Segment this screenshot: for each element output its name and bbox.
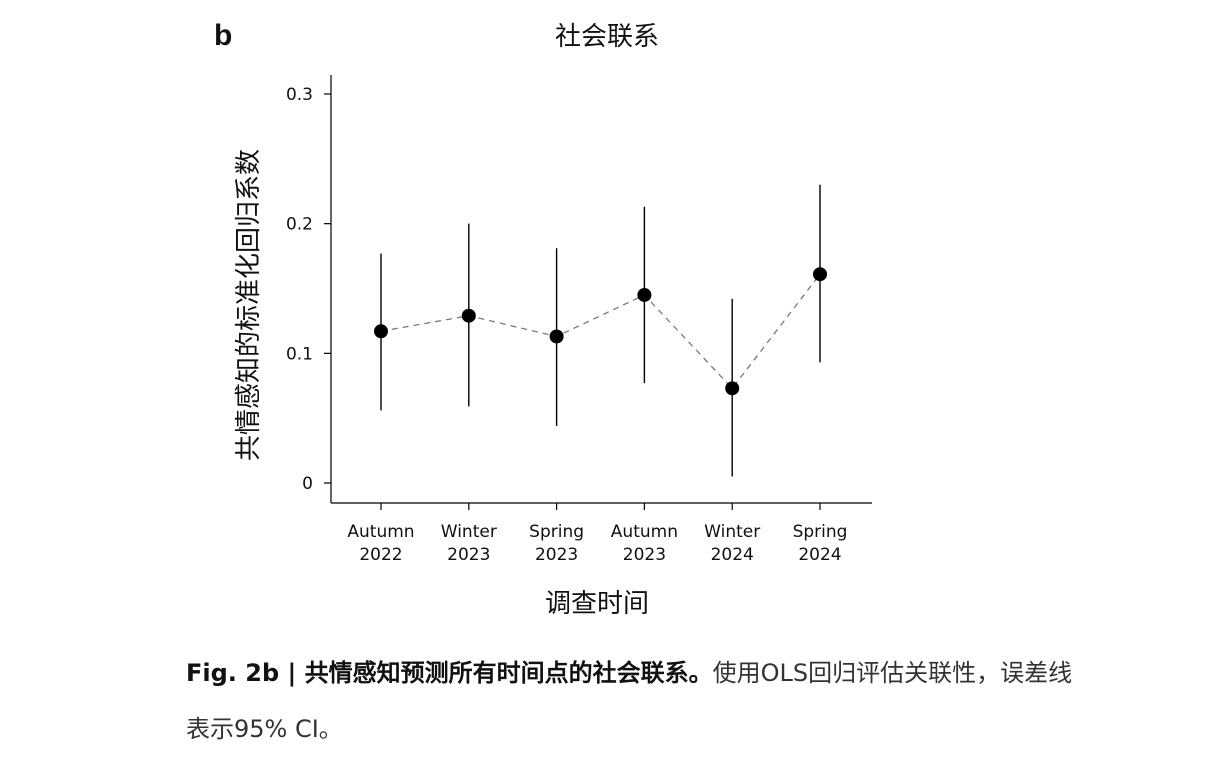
data-point — [374, 324, 388, 339]
x-tick-label: Autumn — [347, 522, 414, 542]
y-tick-label: 0.3 — [286, 85, 313, 105]
data-point — [549, 329, 564, 344]
data-point — [461, 308, 476, 323]
x-tick-labels: Autumn 2022 Winter 2023 Spring 2023 Autumn 2023… — [347, 503, 847, 565]
panel-label: b — [214, 19, 233, 52]
point-layer — [374, 267, 827, 396]
series-connector-line — [380, 273, 821, 390]
y-ticks: 0 0.1 0.2 0.3 — [286, 85, 331, 494]
axes — [330, 75, 872, 504]
data-point — [725, 381, 740, 396]
y-tick-label: 0.1 — [286, 344, 313, 364]
x-tick-label: 2023 — [623, 545, 666, 565]
caption-lead: Fig. 2b | 共情感知预测所有时间点的社会联系。 — [186, 659, 713, 687]
x-tick-label: Autumn — [611, 522, 678, 542]
y-tick-label: 0 — [302, 474, 313, 494]
connector-layer — [380, 273, 821, 390]
chart-title: 社会联系 — [554, 22, 659, 52]
errorbar-layer — [380, 184, 821, 477]
caption-body: 使用OLS回归评估关联性，误差线表示95% CI。 — [186, 659, 1073, 743]
x-tick-label: 2024 — [711, 545, 754, 565]
y-axis-title: 共情感知的标准化回归系数 — [234, 149, 264, 461]
x-tick-label: Spring — [529, 522, 584, 542]
x-tick-label: 2022 — [359, 545, 402, 565]
x-tick-label: 2023 — [447, 545, 490, 565]
figure-caption: Fig. 2b | 共情感知预测所有时间点的社会联系。使用OLS回归评估关联性，… — [186, 645, 1086, 757]
x-tick-label: Spring — [793, 522, 848, 542]
x-tick-label: 2023 — [535, 545, 578, 565]
x-tick-label: Winter — [704, 522, 760, 542]
y-tick-label: 0.2 — [286, 215, 313, 235]
x-tick-label: 2024 — [798, 545, 841, 565]
data-point — [637, 287, 652, 302]
x-tick-label: Winter — [441, 522, 497, 542]
x-axis-title: 调查时间 — [545, 589, 649, 619]
chart-canvas: 0 0.1 0.2 0.3 Autumn 2022 Winter 2023 Spring 202… — [234, 75, 872, 619]
data-point — [813, 267, 827, 282]
